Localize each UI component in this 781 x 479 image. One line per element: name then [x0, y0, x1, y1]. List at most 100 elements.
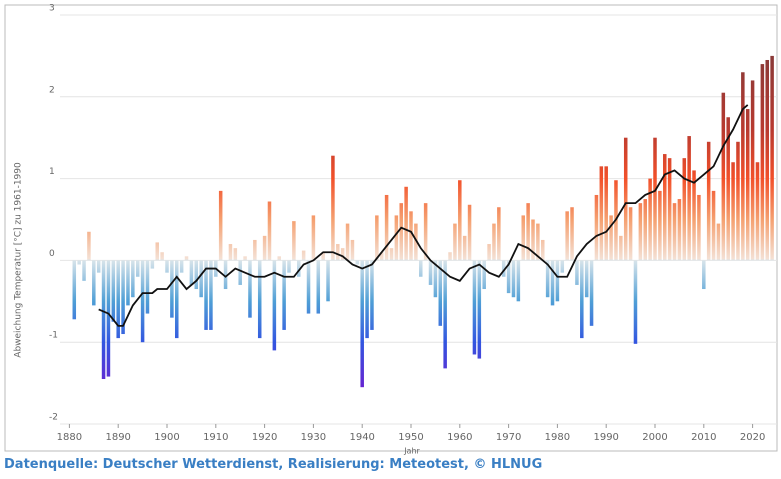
- bar: [179, 260, 184, 273]
- bar: [321, 252, 325, 261]
- bar: [170, 260, 174, 318]
- page: {"chart_data": {"type": "bar", "y_label"…: [4, 3, 778, 472]
- bar: [155, 242, 159, 261]
- bar: [536, 223, 540, 261]
- bar: [355, 260, 360, 265]
- y-tick-label: -1: [49, 331, 58, 341]
- bar: [272, 260, 277, 351]
- bar: [277, 256, 281, 261]
- bar: [633, 260, 638, 344]
- bar: [257, 260, 262, 339]
- bar: [682, 158, 687, 261]
- bar: [638, 203, 643, 261]
- bar: [672, 203, 677, 261]
- x-tick-label: 1990: [593, 432, 618, 443]
- bar: [414, 223, 418, 261]
- bar: [677, 199, 682, 261]
- bar: [492, 223, 496, 261]
- footer: Datenquelle: Deutscher Wetterdienst, Rea…: [4, 457, 543, 472]
- bar: [663, 154, 667, 261]
- bar: [770, 55, 774, 261]
- bar: [555, 260, 560, 302]
- bar: [750, 80, 755, 261]
- bar: [160, 252, 164, 261]
- bar: [72, 260, 77, 320]
- x-tick-label: 2010: [691, 432, 716, 443]
- bar: [77, 260, 81, 265]
- bar: [135, 260, 140, 277]
- bar: [336, 244, 340, 261]
- bar: [199, 260, 203, 298]
- bar: [243, 256, 247, 261]
- bar: [643, 199, 647, 261]
- bar: [745, 109, 750, 261]
- bar: [248, 260, 252, 318]
- bar: [316, 260, 321, 314]
- bar: [360, 260, 364, 388]
- bar: [292, 221, 296, 261]
- bar: [697, 194, 701, 261]
- bar: [565, 211, 569, 261]
- bar: [653, 137, 657, 261]
- bar: [458, 180, 462, 261]
- x-axis-label: Jahr: [403, 447, 420, 456]
- bar: [218, 190, 223, 261]
- bar: [433, 260, 438, 298]
- y-tick-label: 3: [49, 4, 55, 14]
- bar: [736, 141, 740, 261]
- bar: [716, 223, 721, 261]
- x-tick-label: 1970: [496, 432, 521, 443]
- bar: [326, 260, 330, 302]
- bar: [599, 166, 604, 261]
- bar: [267, 201, 272, 261]
- x-tick-label: 1980: [545, 432, 570, 443]
- bar: [609, 215, 613, 261]
- bar: [628, 207, 633, 261]
- bar: [131, 260, 135, 298]
- bar: [92, 260, 96, 306]
- bar: [165, 260, 169, 273]
- bar: [345, 223, 350, 261]
- bar: [706, 141, 711, 261]
- bar: [472, 260, 477, 355]
- bar: [423, 203, 428, 261]
- bar: [175, 260, 179, 339]
- bar: [765, 59, 769, 261]
- bar: [726, 117, 730, 261]
- bar: [238, 260, 242, 285]
- y-axis-label: Abweichung Temperatur [°C] zu 1961-1990: [14, 162, 24, 358]
- bar: [262, 235, 267, 261]
- y-tick-label: 1: [49, 167, 55, 177]
- x-tick-label: 1960: [447, 432, 472, 443]
- bar: [253, 239, 257, 261]
- bar: [462, 235, 467, 261]
- x-tick-label: 1950: [398, 432, 423, 443]
- chart: Abweichung Temperatur [°C] zu 1961-1990 …: [4, 4, 778, 456]
- bar: [521, 215, 525, 261]
- bar: [550, 260, 555, 306]
- x-tick-label: 1880: [57, 432, 82, 443]
- bar: [297, 260, 301, 277]
- bar: [409, 211, 413, 261]
- bar: [96, 260, 101, 273]
- x-tick-label: 2020: [740, 432, 765, 443]
- bar: [482, 260, 486, 290]
- bar: [584, 260, 589, 298]
- bar: [399, 203, 403, 261]
- bar: [721, 92, 726, 261]
- x-tick-label: 1910: [203, 432, 228, 443]
- bar: [301, 250, 306, 261]
- bar: [506, 260, 511, 294]
- bar: [453, 223, 457, 261]
- bar: [428, 260, 433, 285]
- x-tick-label: 1920: [252, 432, 277, 443]
- bar: [111, 260, 116, 322]
- bar: [648, 178, 652, 261]
- x-tick-label: 2000: [642, 432, 667, 443]
- bar: [589, 260, 594, 326]
- bar: [389, 248, 394, 261]
- bar: [570, 207, 574, 261]
- bar: [370, 260, 374, 330]
- x-tick-label: 1940: [349, 432, 374, 443]
- bar: [116, 260, 120, 339]
